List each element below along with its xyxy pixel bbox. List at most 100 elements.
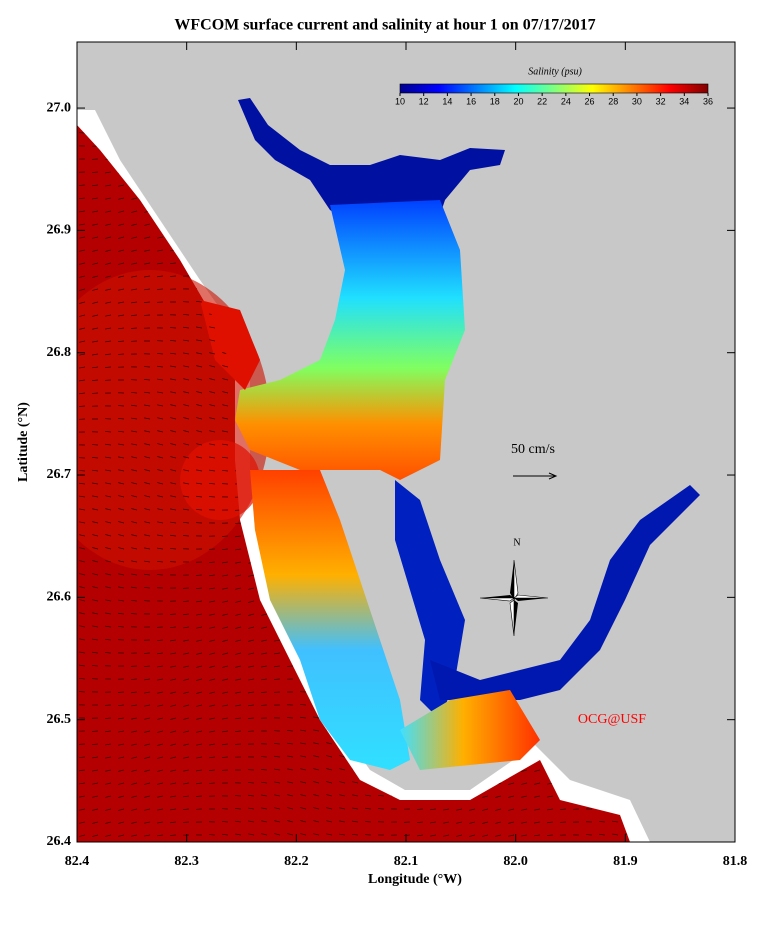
current-vector [196, 691, 203, 694]
current-vector [248, 587, 255, 590]
current-vector [144, 573, 151, 576]
current-vector [131, 534, 138, 537]
current-vector [131, 482, 138, 485]
colorbar-tick-label: 12 [419, 96, 429, 106]
current-vector [105, 482, 112, 485]
current-vector [105, 210, 112, 213]
current-vector [92, 508, 99, 511]
current-vector [235, 691, 242, 694]
current-vector [261, 665, 268, 668]
current-vector [196, 782, 203, 785]
colorbar-tick-label: 20 [513, 96, 523, 106]
current-vector [130, 599, 138, 602]
current-vector [131, 288, 138, 291]
current-vector [131, 301, 138, 304]
current-vector [105, 443, 112, 446]
current-vector [247, 717, 255, 719]
current-vector [79, 560, 86, 563]
current-vector [169, 548, 177, 550]
current-vector [196, 365, 203, 368]
current-vector [209, 443, 216, 446]
current-vector [79, 275, 86, 278]
current-vector [157, 443, 164, 446]
current-vector [183, 508, 190, 511]
current-vector [156, 639, 164, 641]
current-vector [105, 534, 112, 537]
current-vector [131, 249, 138, 252]
current-vector [118, 808, 125, 811]
current-vector [131, 730, 138, 733]
current-vector [79, 782, 86, 785]
current-vector [326, 781, 333, 784]
current-vector [79, 236, 86, 239]
current-vector [170, 482, 177, 485]
current-vector [313, 716, 320, 719]
current-vector [222, 587, 229, 590]
current-vector [235, 626, 242, 629]
current-vector [105, 236, 112, 239]
current-vector [559, 808, 567, 810]
y-tick-label: 27.0 [47, 100, 72, 115]
current-vector [131, 769, 138, 772]
current-vector [130, 392, 138, 394]
current-vector [300, 833, 307, 836]
current-vector [118, 508, 125, 511]
current-vector [274, 652, 281, 655]
current-vector [196, 613, 203, 616]
current-vector [521, 821, 528, 824]
current-vector [495, 808, 502, 811]
current-vector [79, 625, 86, 628]
current-vector [92, 612, 99, 615]
current-vector [131, 821, 138, 824]
current-vector [144, 821, 151, 824]
current-vector [274, 781, 281, 784]
current-vector [170, 443, 177, 446]
current-vector [183, 352, 190, 355]
current-vector [261, 613, 268, 616]
current-vector [612, 833, 619, 836]
current-vector [222, 678, 229, 681]
current-vector [482, 808, 489, 811]
current-vector [118, 443, 125, 446]
current-vector [144, 482, 151, 485]
current-vector [222, 613, 229, 616]
current-vector [274, 768, 281, 771]
current-vector [222, 730, 229, 733]
current-vector [118, 730, 125, 733]
current-vector [196, 391, 203, 394]
current-vector [235, 548, 242, 551]
scale-arrow-head [548, 472, 558, 480]
y-tick-label: 26.6 [47, 590, 72, 605]
current-vector [105, 769, 112, 772]
current-vector [92, 560, 99, 563]
current-vector [131, 756, 138, 759]
current-vector [183, 795, 190, 798]
current-vector [144, 391, 151, 394]
current-vector [170, 495, 177, 498]
current-vector [222, 561, 229, 564]
current-vector [79, 249, 86, 252]
current-vector [183, 756, 190, 759]
current-vector [92, 301, 99, 304]
current-vector [131, 808, 138, 811]
current-vector [131, 417, 138, 420]
current-vector [92, 366, 99, 369]
current-vector [79, 651, 86, 654]
current-vector [117, 704, 125, 707]
current-vector [144, 691, 151, 694]
current-vector [79, 482, 86, 485]
current-vector [118, 327, 125, 330]
current-vector [209, 587, 216, 590]
current-vector [92, 534, 99, 537]
x-axis-label: Longitude (°W) [368, 872, 462, 887]
current-vector [183, 339, 190, 342]
current-vector [417, 834, 424, 837]
current-vector [157, 678, 164, 681]
current-vector [117, 626, 125, 628]
current-vector [274, 807, 281, 810]
current-vector [261, 781, 268, 784]
current-vector [196, 495, 203, 498]
current-vector [183, 456, 190, 459]
current-vector [79, 301, 86, 304]
current-vector [157, 262, 164, 265]
